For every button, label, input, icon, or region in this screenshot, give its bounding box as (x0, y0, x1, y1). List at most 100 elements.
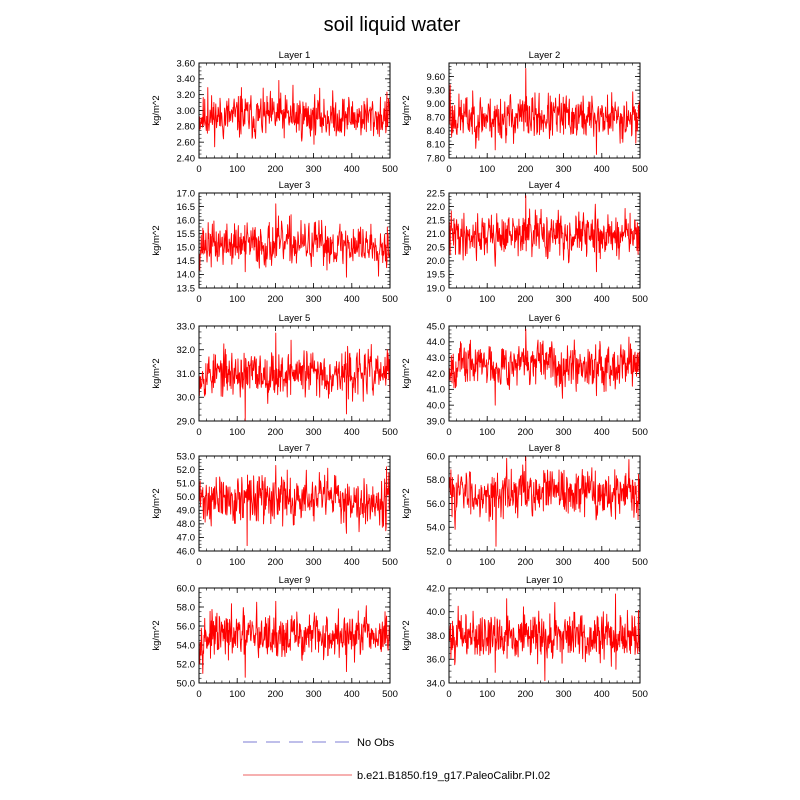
y-tick-label: 15.0 (177, 243, 196, 254)
x-tick-label: 500 (632, 427, 648, 438)
x-tick-label: 500 (382, 557, 398, 568)
y-tick-label: 21.0 (427, 229, 446, 240)
y-tick-label: 36.0 (427, 655, 446, 666)
y-tick-label: 52.0 (427, 546, 446, 557)
y-tick-label: 2.60 (177, 137, 196, 148)
panel-layer-3: Layer 3 kg/m^2 13.5 14.0 14.5 15.0 15.5 16.0 16.… (151, 180, 398, 305)
x-tick-label: 300 (556, 164, 572, 175)
y-tick-label: 45.0 (427, 321, 446, 332)
figure-title: soil liquid water (324, 14, 461, 36)
x-tick-label: 400 (594, 689, 610, 700)
panel-title: Layer 1 (279, 50, 311, 61)
y-tick-label: 3.40 (177, 74, 196, 85)
plot-frame (198, 455, 391, 552)
y-tick-label: 34.0 (427, 678, 446, 689)
y-tick-label: 21.5 (427, 215, 446, 226)
x-tick-label: 300 (306, 164, 322, 175)
y-tick-label: 3.20 (177, 90, 196, 101)
x-tick-label: 200 (517, 427, 533, 438)
panel-title: Layer 7 (279, 443, 311, 454)
x-tick-label: 500 (632, 557, 648, 568)
x-tick-label: 200 (517, 689, 533, 700)
legend-label-model: b.e21.B1850.f19_g17.PaleoCalibr.PI.02 (357, 770, 550, 782)
plot-frame (448, 62, 641, 159)
y-tick-label: 53.0 (177, 451, 196, 462)
legend: No Obs b.e21.B1850.f19_g17.PaleoCalibr.P… (243, 737, 550, 782)
plot-frame (448, 587, 641, 684)
y-tick-label: 58.0 (177, 602, 196, 613)
panel-title: Layer 3 (279, 180, 311, 191)
y-tick-label: 17.0 (177, 188, 196, 199)
x-tick-label: 100 (479, 294, 495, 305)
panel-title: Layer 9 (279, 575, 311, 586)
x-tick-label: 0 (446, 427, 451, 438)
x-tick-label: 0 (196, 164, 201, 175)
x-tick-label: 400 (594, 557, 610, 568)
series-line (198, 600, 391, 678)
series-line (198, 79, 391, 148)
y-tick-label: 41.0 (427, 385, 446, 396)
plot-frame (448, 192, 641, 289)
x-tick-label: 400 (344, 427, 360, 438)
panel-title: Layer 8 (529, 443, 561, 454)
x-tick-label: 100 (229, 164, 245, 175)
panel-title: Layer 6 (529, 313, 561, 324)
x-tick-label: 400 (344, 164, 360, 175)
y-tick-label: 2.80 (177, 122, 196, 133)
x-tick-label: 0 (196, 427, 201, 438)
x-tick-label: 300 (556, 294, 572, 305)
x-tick-label: 400 (594, 427, 610, 438)
y-tick-label: 47.0 (177, 533, 196, 544)
x-tick-label: 400 (344, 689, 360, 700)
y-tick-label: 32.0 (177, 345, 196, 356)
y-axis-label: kg/m^2 (151, 225, 162, 255)
panel-title: Layer 2 (529, 50, 561, 61)
x-tick-label: 200 (267, 427, 283, 438)
panel-layer-9: Layer 9 kg/m^2 50.0 52.0 54.0 56.0 58.0 60.0 0 10… (151, 575, 398, 700)
y-tick-label: 15.5 (177, 229, 196, 240)
y-tick-label: 38.0 (427, 631, 446, 642)
y-tick-label: 8.70 (427, 113, 446, 124)
y-tick-label: 19.0 (427, 283, 446, 294)
panel-layer-4: Layer 4 kg/m^2 19.0 19.5 20.0 20.5 21.0 21.5 22.… (401, 180, 648, 305)
x-tick-label: 400 (344, 557, 360, 568)
y-tick-label: 22.0 (427, 202, 446, 213)
y-tick-label: 54.0 (427, 523, 446, 534)
y-tick-label: 3.00 (177, 106, 196, 117)
y-tick-label: 2.40 (177, 153, 196, 164)
y-tick-label: 20.5 (427, 243, 446, 254)
x-tick-label: 500 (382, 689, 398, 700)
y-tick-label: 14.5 (177, 256, 196, 267)
y-axis-label: kg/m^2 (401, 488, 412, 518)
y-tick-label: 9.60 (427, 72, 446, 83)
panel-layer-5: Layer 5 kg/m^2 29.0 30.0 31.0 32.0 33.0 0 100 200… (151, 313, 398, 438)
y-tick-label: 58.0 (427, 475, 446, 486)
y-tick-label: 7.80 (427, 153, 446, 164)
panel-title: Layer 4 (529, 180, 561, 191)
x-tick-label: 0 (196, 557, 201, 568)
y-tick-label: 22.5 (427, 188, 446, 199)
y-tick-label: 51.0 (177, 478, 196, 489)
series-line (198, 203, 391, 278)
panel-grid: Layer 1 kg/m^2 2.40 2.60 2.80 3.00 3.20 3.40 3.6… (151, 50, 648, 700)
y-tick-label: 49.0 (177, 506, 196, 517)
y-tick-label: 9.00 (427, 99, 446, 110)
y-tick-label: 60.0 (427, 451, 446, 462)
x-tick-label: 300 (556, 557, 572, 568)
x-tick-label: 200 (267, 164, 283, 175)
y-tick-label: 20.0 (427, 256, 446, 267)
plot-frame (198, 62, 391, 159)
y-tick-label: 56.0 (177, 621, 196, 632)
y-tick-label: 40.0 (427, 400, 446, 411)
y-axis-label: kg/m^2 (401, 620, 412, 650)
y-tick-label: 43.0 (427, 353, 446, 364)
legend-label-no-obs: No Obs (357, 737, 395, 749)
y-tick-label: 48.0 (177, 519, 196, 530)
y-axis-label: kg/m^2 (401, 225, 412, 255)
y-tick-label: 60.0 (177, 583, 196, 594)
panel-layer-8: Layer 8 kg/m^2 52.0 54.0 56.0 58.0 60.0 0 100 200… (401, 443, 648, 568)
x-tick-label: 0 (196, 294, 201, 305)
series-line (198, 465, 391, 547)
x-tick-label: 300 (306, 557, 322, 568)
